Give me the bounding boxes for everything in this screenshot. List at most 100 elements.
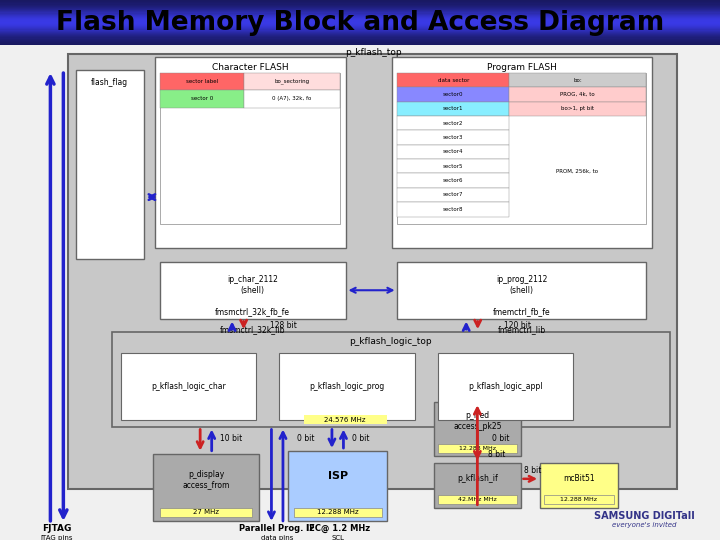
Text: Character FLASH: Character FLASH	[212, 63, 289, 72]
Text: everyone's invited: everyone's invited	[612, 522, 677, 528]
Text: 0 bit: 0 bit	[297, 434, 314, 443]
Text: 27 MHz: 27 MHz	[193, 509, 219, 516]
Text: p_kflash_logic_prog: p_kflash_logic_prog	[310, 382, 384, 391]
Bar	[0, 0, 720, 1]
Bar	[245, 73, 340, 90]
Bar	[0, 43, 720, 44]
Bar	[0, 38, 720, 40]
Bar	[155, 57, 346, 248]
Text: 12.288 MHz: 12.288 MHz	[560, 497, 598, 502]
Text: 12.288 MHz: 12.288 MHz	[317, 509, 359, 516]
Text: p_kflash_logic_appl: p_kflash_logic_appl	[468, 382, 543, 391]
Text: I2C@ 1.2 MHz: I2C@ 1.2 MHz	[305, 524, 370, 532]
Text: sector5: sector5	[443, 164, 464, 169]
Text: p_kflash_top: p_kflash_top	[345, 48, 401, 57]
Bar	[540, 463, 618, 508]
Bar	[0, 33, 720, 34]
Text: PROG, 4k, to: PROG, 4k, to	[560, 92, 595, 97]
Text: PROM, 256k, to: PROM, 256k, to	[557, 168, 598, 174]
Text: SCL
SDA pins: SCL SDA pins	[322, 535, 354, 540]
Bar	[0, 28, 720, 30]
Text: 128 bit: 128 bit	[270, 321, 297, 330]
Bar	[0, 15, 720, 16]
Bar	[0, 41, 720, 42]
Bar	[0, 40, 720, 41]
Text: sector3: sector3	[443, 135, 464, 140]
Text: p_fred
access_pk25: p_fred access_pk25	[453, 411, 502, 431]
Bar	[509, 102, 646, 116]
Text: 12.288 MHz: 12.288 MHz	[459, 446, 496, 451]
Bar	[0, 27, 720, 28]
Bar	[0, 7, 720, 8]
Bar	[76, 70, 144, 259]
Bar	[0, 35, 720, 36]
Bar	[160, 73, 245, 90]
Text: sector label: sector label	[186, 79, 218, 84]
Text: SAMSUNG DIGITall: SAMSUNG DIGITall	[594, 511, 695, 521]
Text: p_kflash_logic_char: p_kflash_logic_char	[151, 382, 226, 391]
Bar	[68, 54, 677, 489]
Text: fmsmctrl_32k_fb_fe: fmsmctrl_32k_fb_fe	[215, 308, 290, 316]
Bar	[153, 454, 259, 521]
Bar	[0, 4, 720, 5]
Text: 0 bit: 0 bit	[352, 434, 369, 443]
Bar	[509, 87, 646, 102]
Bar	[0, 5, 720, 7]
Bar	[0, 24, 720, 25]
Text: data sector: data sector	[438, 78, 469, 83]
Bar	[0, 42, 720, 43]
Bar	[0, 1, 720, 2]
Bar	[294, 508, 382, 517]
Text: fmemctrl_fb_fe: fmemctrl_fb_fe	[492, 308, 551, 316]
Bar	[397, 130, 509, 145]
Bar	[279, 353, 415, 420]
Text: ip_char_2112
(shell): ip_char_2112 (shell)	[228, 275, 278, 294]
Bar	[397, 116, 509, 130]
Text: p_kflash_if: p_kflash_if	[457, 475, 498, 483]
Bar	[0, 14, 720, 15]
Text: bo:: bo:	[573, 78, 582, 83]
Text: flash_flag: flash_flag	[91, 78, 128, 87]
Text: sector 0: sector 0	[191, 97, 213, 102]
Bar	[0, 8, 720, 9]
Bar	[0, 44, 720, 45]
Bar	[392, 57, 652, 248]
Text: Program FLASH: Program FLASH	[487, 63, 557, 72]
Text: sector0: sector0	[443, 92, 464, 97]
Bar	[0, 10, 720, 11]
Bar	[0, 18, 720, 19]
Text: bo_sectoring: bo_sectoring	[274, 79, 310, 84]
Bar	[0, 34, 720, 35]
Bar	[438, 353, 573, 420]
Bar	[0, 16, 720, 17]
Text: bo>1, pt bit: bo>1, pt bit	[561, 106, 594, 111]
Text: data pins
mode pins
forced xtalin as clock: data pins mode pins forced xtalin as clo…	[240, 535, 315, 540]
Bar	[0, 23, 720, 24]
Bar	[438, 495, 517, 504]
Text: mcBit51: mcBit51	[563, 475, 595, 483]
Bar	[434, 463, 521, 508]
Bar	[0, 22, 720, 23]
Bar	[544, 495, 614, 504]
Bar	[397, 202, 509, 217]
Text: sector1: sector1	[443, 106, 464, 111]
Bar	[245, 90, 340, 107]
Bar	[397, 73, 646, 224]
Bar	[0, 36, 720, 37]
Bar	[397, 145, 509, 159]
Bar	[160, 73, 340, 224]
Bar	[0, 37, 720, 38]
Text: Parallel Prog. IF: Parallel Prog. IF	[239, 524, 315, 532]
Text: 120 bit: 120 bit	[505, 321, 531, 330]
Text: Flash Memory Block and Access Diagram: Flash Memory Block and Access Diagram	[56, 10, 664, 36]
Bar	[438, 444, 517, 453]
Bar	[397, 159, 509, 173]
Text: FJTAG: FJTAG	[42, 524, 71, 532]
Bar	[397, 188, 509, 202]
Bar	[509, 73, 646, 87]
Bar	[0, 17, 720, 18]
Bar	[434, 402, 521, 456]
Text: p_kflash_logic_top: p_kflash_logic_top	[349, 338, 432, 347]
Text: sector7: sector7	[443, 192, 464, 198]
Bar	[160, 90, 245, 107]
